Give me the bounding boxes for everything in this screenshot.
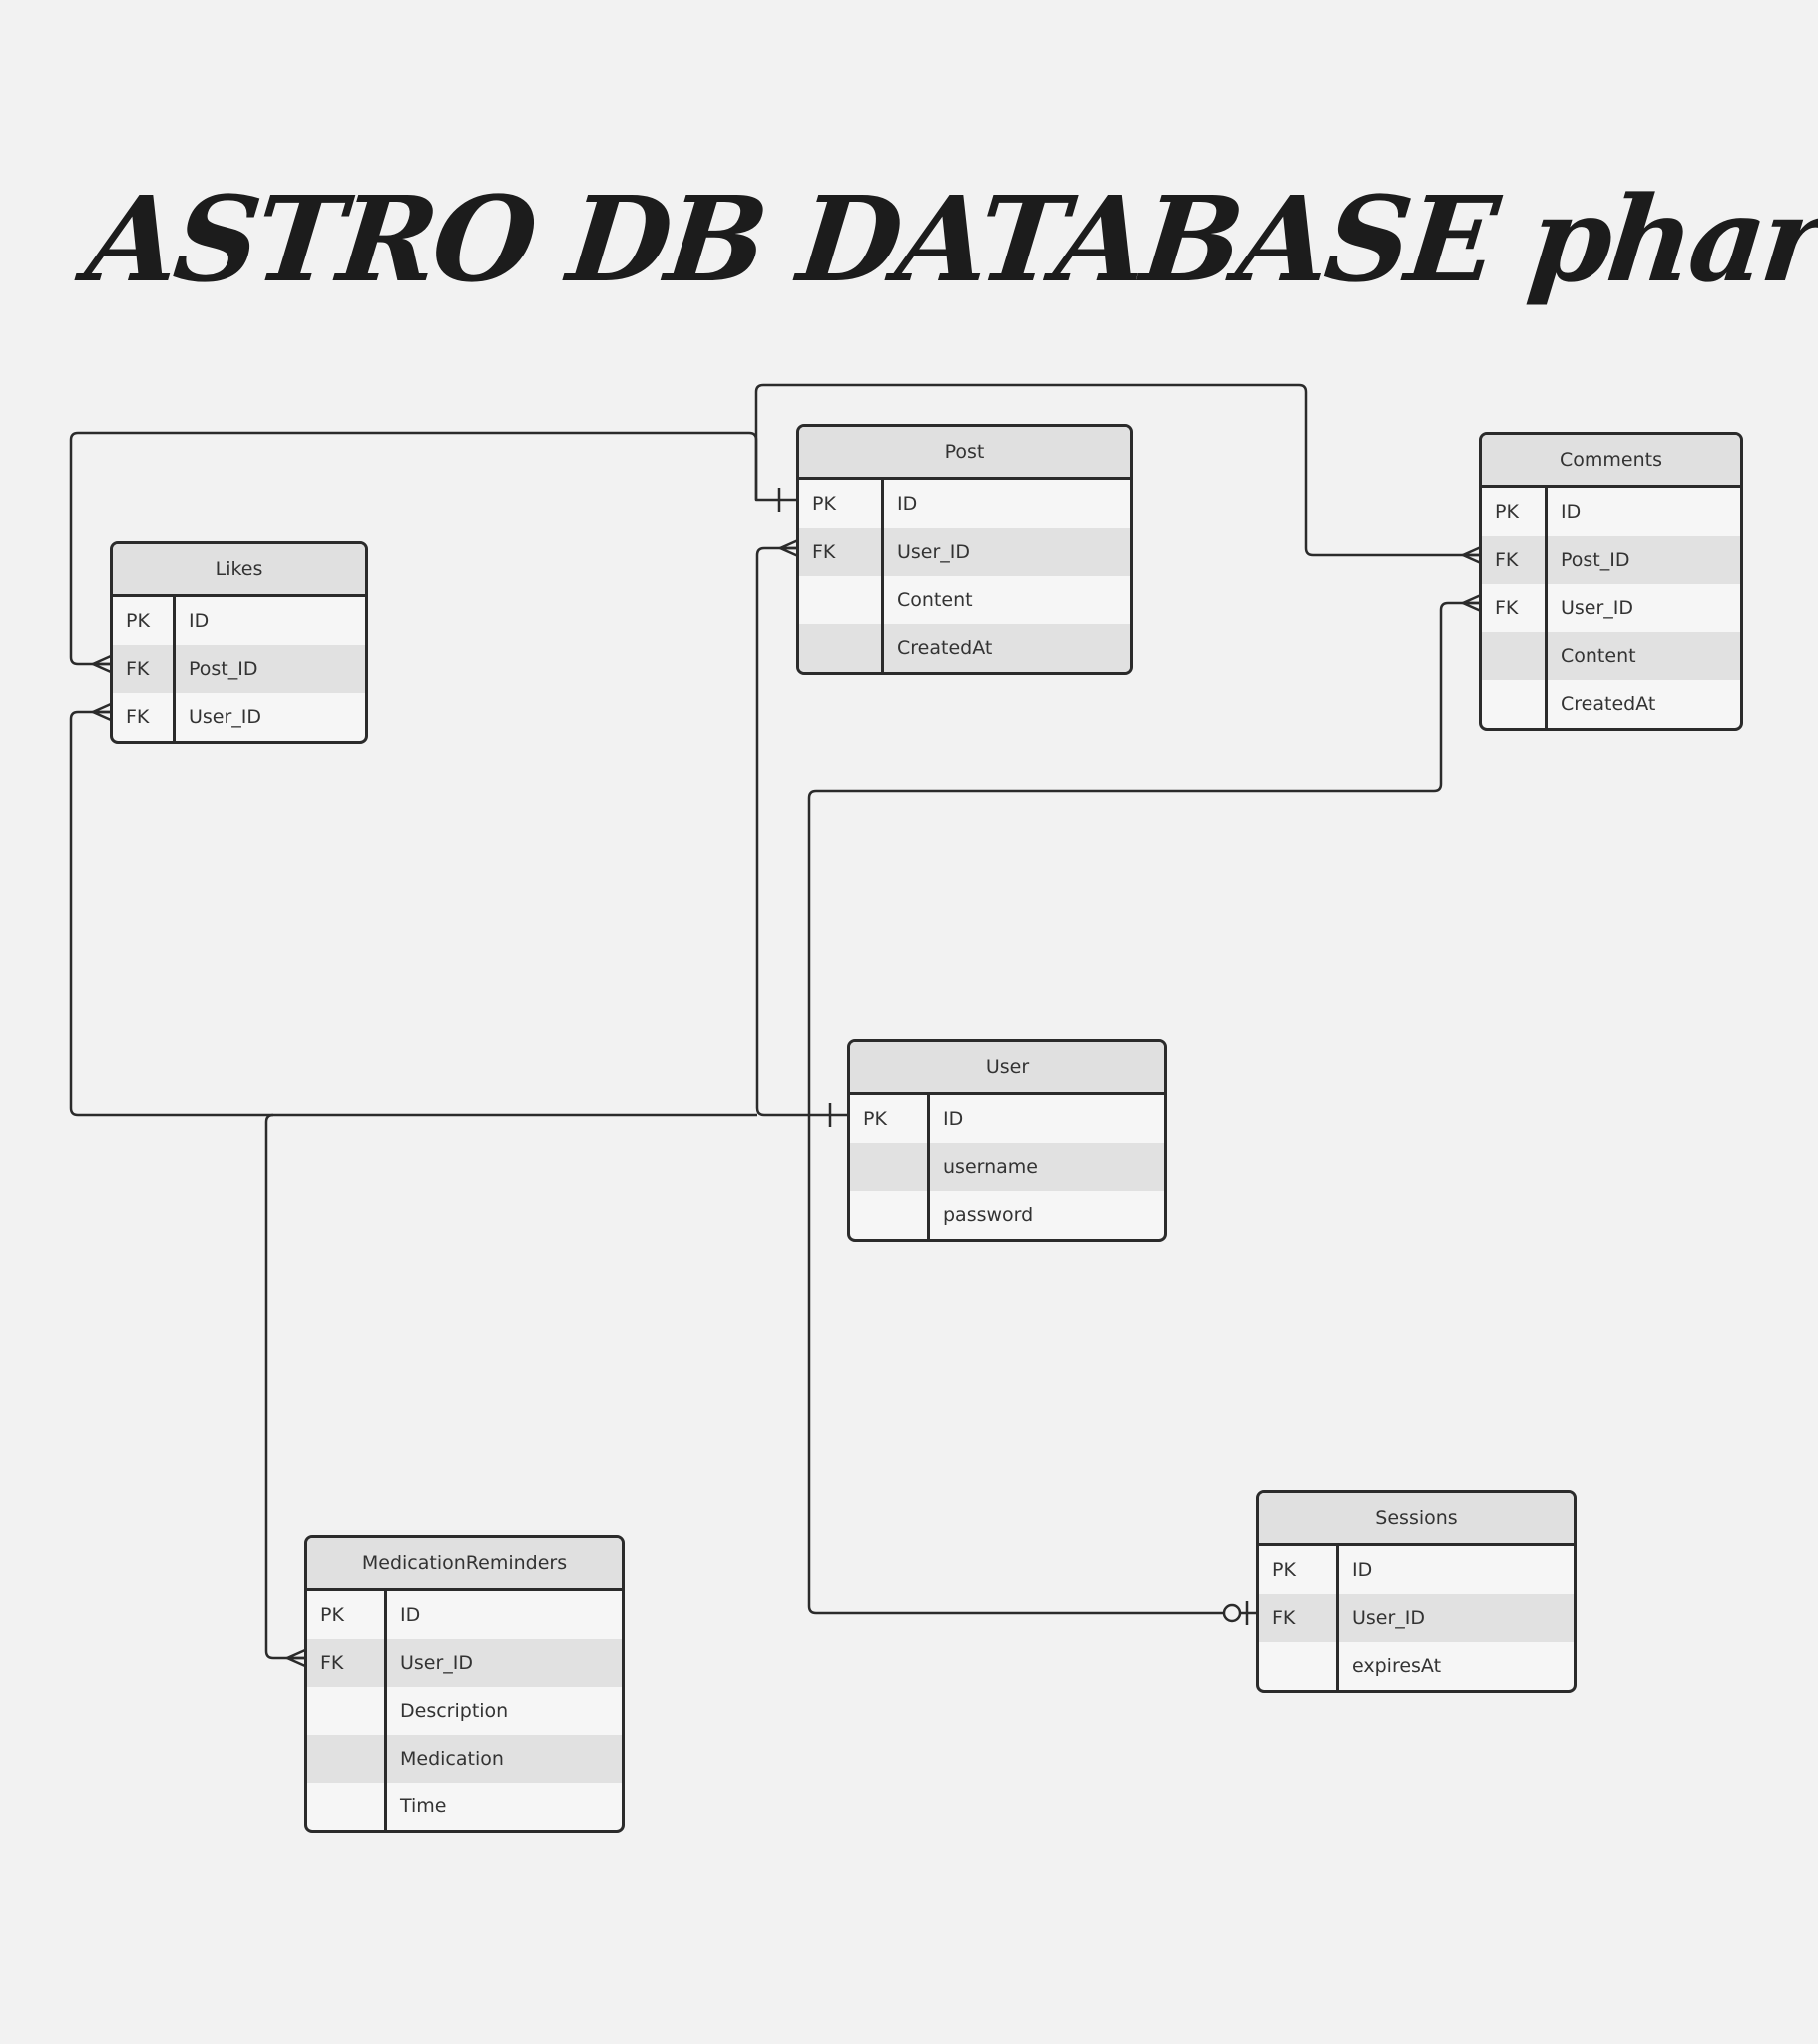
key-label: FK — [113, 693, 176, 741]
field-label: User_ID — [400, 1652, 474, 1674]
entity-likes-row: FK Post_ID — [113, 645, 365, 693]
entity-user-row: username — [850, 1143, 1164, 1191]
key-label — [307, 1735, 387, 1783]
entity-medication-reminders-row: Time — [307, 1783, 622, 1830]
key-label: PK — [113, 597, 176, 645]
field-label: Content — [897, 589, 973, 611]
entity-comments-row: FK Post_ID — [1482, 536, 1740, 584]
key-label: FK — [1482, 536, 1548, 584]
entity-likes-row: FK User_ID — [113, 693, 365, 741]
entity-comments-header: Comments — [1482, 435, 1740, 488]
entity-comments-row: Content — [1482, 632, 1740, 680]
entity-medication-reminders[interactable]: MedicationReminders PK ID FK User_ID Descr… — [304, 1535, 625, 1833]
crowsfoot-comments-user-id — [1459, 593, 1482, 613]
key-label: PK — [850, 1095, 930, 1143]
key-label: PK — [1259, 1546, 1339, 1594]
entity-comments[interactable]: Comments PK ID FK Post_ID FK User_ID Conten… — [1479, 432, 1743, 731]
rel-user-post-line — [755, 546, 848, 1117]
field-label: Time — [400, 1795, 447, 1817]
entity-user-header: User — [850, 1042, 1164, 1095]
field-label: User_ID — [189, 706, 262, 728]
field-label: ID — [400, 1604, 421, 1626]
entity-medication-reminders-row: Medication — [307, 1735, 622, 1783]
key-label — [307, 1687, 387, 1735]
entity-sessions-row: FK User_ID — [1259, 1594, 1574, 1642]
key-label — [1482, 680, 1548, 728]
entity-medication-reminders-row: Description — [307, 1687, 622, 1735]
field-label: User_ID — [1561, 597, 1634, 619]
entity-post-row: FK User_ID — [799, 528, 1130, 576]
entity-likes-row: PK ID — [113, 597, 365, 645]
entity-medication-reminders-row: FK User_ID — [307, 1639, 622, 1687]
entity-sessions-row: expiresAt — [1259, 1642, 1574, 1690]
entity-sessions[interactable]: Sessions PK ID FK User_ID expiresAt — [1256, 1490, 1577, 1693]
entity-comments-row: CreatedAt — [1482, 680, 1740, 728]
field-label: User_ID — [897, 541, 971, 563]
key-label: FK — [1482, 584, 1548, 632]
crowsfoot-likes-post-id — [89, 654, 112, 674]
key-label: PK — [307, 1591, 387, 1639]
entity-post-row: PK ID — [799, 480, 1130, 528]
field-label: ID — [943, 1108, 964, 1130]
entity-user-row: password — [850, 1191, 1164, 1239]
key-label: FK — [799, 528, 884, 576]
entity-medication-reminders-row: PK ID — [307, 1591, 622, 1639]
entity-post-row: CreatedAt — [799, 624, 1130, 672]
entity-post-row: Content — [799, 576, 1130, 624]
key-label — [1482, 632, 1548, 680]
entity-comments-row: PK ID — [1482, 488, 1740, 536]
field-label: ID — [189, 610, 210, 632]
rel-user-likes-line — [69, 710, 757, 1117]
key-label — [850, 1191, 930, 1239]
field-label: ID — [1561, 501, 1582, 523]
field-label: Medication — [400, 1748, 504, 1770]
entity-user-row: PK ID — [850, 1095, 1164, 1143]
entity-medication-reminders-header: MedicationReminders — [307, 1538, 622, 1591]
key-label: PK — [799, 480, 884, 528]
field-label: username — [943, 1156, 1038, 1178]
field-label: ID — [1352, 1559, 1373, 1581]
entity-post[interactable]: Post PK ID FK User_ID Content CreatedAt — [796, 424, 1133, 675]
crowsfoot-medreminders-user-id — [283, 1648, 306, 1668]
field-label: CreatedAt — [897, 637, 993, 659]
field-label: password — [943, 1204, 1034, 1226]
entity-user[interactable]: User PK ID username password — [847, 1039, 1167, 1242]
crowsfoot-comments-post-id — [1459, 545, 1482, 565]
key-label: PK — [1482, 488, 1548, 536]
field-label: Content — [1561, 645, 1636, 667]
key-label: FK — [307, 1639, 387, 1687]
rel-user-comments-line — [807, 601, 1481, 1115]
key-label: FK — [1259, 1594, 1339, 1642]
field-label: Description — [400, 1700, 509, 1722]
key-label — [799, 576, 884, 624]
entity-sessions-row: PK ID — [1259, 1546, 1574, 1594]
entity-likes[interactable]: Likes PK ID FK Post_ID FK User_ID — [110, 541, 368, 744]
crowsfoot-likes-user-id — [89, 702, 112, 722]
entity-likes-header: Likes — [113, 544, 365, 597]
entity-post-header: Post — [799, 427, 1130, 480]
field-label: User_ID — [1352, 1607, 1426, 1629]
key-label — [799, 624, 884, 672]
key-label — [850, 1143, 930, 1191]
field-label: CreatedAt — [1561, 693, 1656, 715]
field-label: Post_ID — [1561, 549, 1630, 571]
entity-sessions-header: Sessions — [1259, 1493, 1574, 1546]
rel-user-medreminders-line — [264, 1113, 305, 1660]
rel-post-comments-line — [754, 383, 1481, 557]
crowsfoot-post-user-id — [776, 538, 799, 558]
field-label: Post_ID — [189, 658, 258, 680]
key-label: FK — [113, 645, 176, 693]
rel-user-sessions-line — [807, 1115, 1257, 1615]
zero-mark-sessions-user-id — [1222, 1603, 1242, 1623]
field-label: expiresAt — [1352, 1655, 1442, 1677]
key-label — [307, 1783, 387, 1830]
field-label: ID — [897, 493, 918, 515]
key-label — [1259, 1642, 1339, 1690]
entity-comments-row: FK User_ID — [1482, 584, 1740, 632]
